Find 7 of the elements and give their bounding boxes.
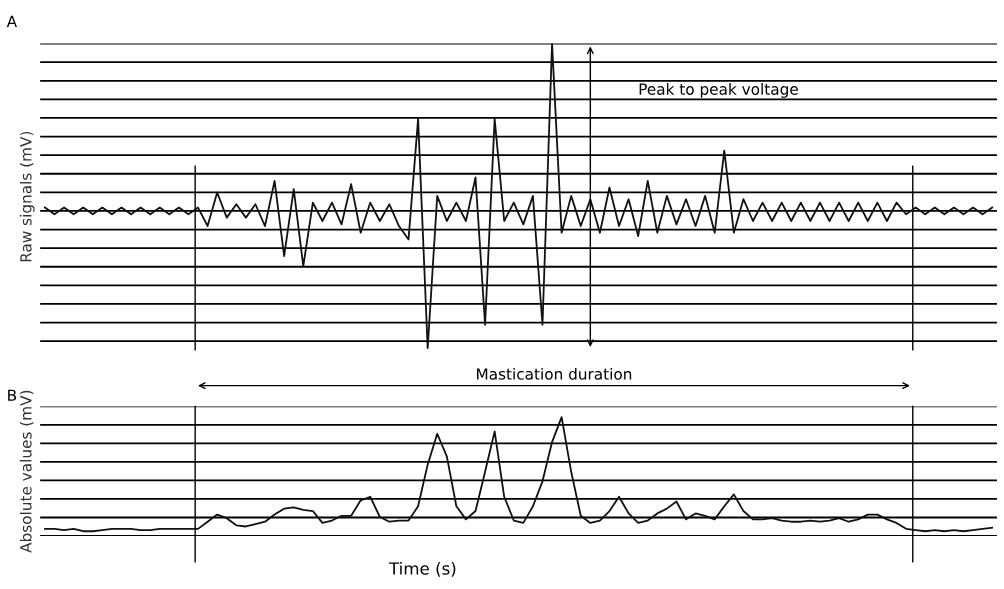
- x-axis-title: Time (s): [388, 561, 456, 577]
- y-axis-title: Absolute values (mV): [19, 390, 34, 553]
- chart-title: A: [6, 15, 17, 27]
- text: Mastication duration: [477, 367, 632, 380]
- chart-title: B: [8, 389, 17, 401]
- y-axis-title: Raw signals (mV): [19, 131, 35, 262]
- annotation: Peak to peak voltage: [639, 83, 798, 98]
